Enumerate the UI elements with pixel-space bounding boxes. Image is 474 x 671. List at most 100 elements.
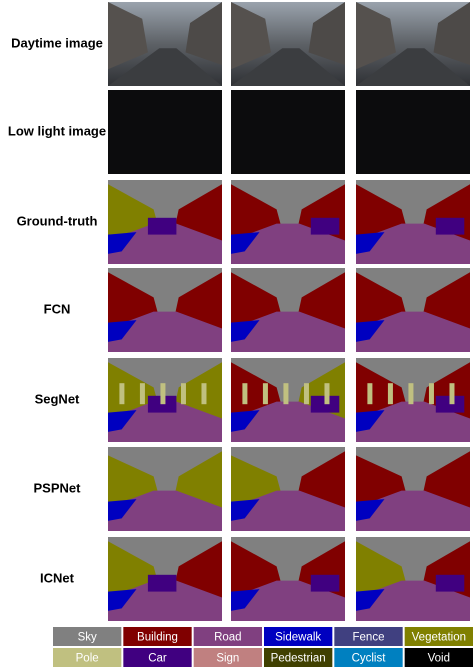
seg-car xyxy=(147,217,177,235)
seg-pole xyxy=(408,383,414,405)
seg-sidewalk xyxy=(108,410,137,432)
row-label: FCN xyxy=(44,301,71,316)
image-cell xyxy=(231,447,345,531)
legend-swatch xyxy=(52,626,123,647)
seg-pole xyxy=(242,383,248,405)
seg-road xyxy=(231,311,345,352)
legend-label: Car xyxy=(148,653,167,665)
photo-building xyxy=(433,2,470,65)
image-cell xyxy=(231,537,345,621)
photo-building xyxy=(185,2,222,65)
legend-swatch xyxy=(122,626,193,647)
legend-label: Sign xyxy=(216,653,239,665)
seg-pole xyxy=(262,383,268,405)
seg-sidewalk xyxy=(108,589,137,611)
seg-car xyxy=(147,574,177,592)
photo-building xyxy=(356,2,396,70)
seg-sidewalk xyxy=(231,320,260,342)
row-label: ICNet xyxy=(40,570,75,585)
seg-car xyxy=(435,395,465,413)
image-cell xyxy=(108,447,222,531)
seg-car xyxy=(310,395,340,413)
legend-swatch xyxy=(263,647,334,668)
seg-road xyxy=(356,311,470,352)
seg-pole xyxy=(428,383,434,405)
legend-swatch xyxy=(192,647,264,668)
image-cell xyxy=(356,268,470,352)
row-label: PSPNet xyxy=(34,480,82,495)
photo-dark xyxy=(231,90,345,174)
seg-road xyxy=(108,490,222,531)
photo-road xyxy=(231,48,345,86)
photo-dark xyxy=(356,90,470,174)
image-cell xyxy=(108,537,222,621)
seg-pole xyxy=(324,383,330,405)
photo-building xyxy=(108,2,148,70)
row-label: Ground-truth xyxy=(17,213,98,228)
seg-car xyxy=(147,395,177,413)
image-cell xyxy=(231,268,345,352)
seg-road xyxy=(108,580,222,621)
image-cell xyxy=(231,180,345,264)
seg-sidewalk xyxy=(356,499,385,521)
seg-pole xyxy=(160,383,166,405)
legend-label: Fence xyxy=(353,632,385,644)
seg-sidewalk xyxy=(108,499,137,521)
seg-pole xyxy=(387,383,393,405)
seg-car xyxy=(435,574,465,592)
seg-sidewalk xyxy=(356,320,385,342)
legend-swatch xyxy=(333,626,404,647)
seg-sidewalk xyxy=(356,410,385,432)
seg-road xyxy=(356,490,470,531)
image-cell xyxy=(356,90,470,174)
seg-sidewalk xyxy=(231,232,260,254)
seg-road xyxy=(108,311,222,352)
seg-sidewalk xyxy=(231,589,260,611)
legend-swatch xyxy=(192,626,264,647)
legend-label: Pedestrian xyxy=(271,653,326,665)
image-cell xyxy=(356,358,470,442)
image-cell xyxy=(356,2,470,86)
image-cell xyxy=(231,90,345,174)
legend-label: Road xyxy=(214,632,242,644)
image-cell xyxy=(356,447,470,531)
seg-sidewalk xyxy=(231,499,260,521)
seg-car xyxy=(310,217,340,235)
legend-label: Pole xyxy=(76,653,99,665)
seg-pole xyxy=(367,383,373,405)
image-cell xyxy=(231,2,345,86)
seg-pole xyxy=(139,383,145,405)
seg-pole xyxy=(201,383,207,405)
photo-road xyxy=(356,48,470,86)
image-cell xyxy=(356,537,470,621)
seg-sidewalk xyxy=(108,232,137,254)
legend-label: Cyclist xyxy=(352,653,387,665)
legend-swatch xyxy=(333,647,404,668)
seg-pole xyxy=(180,383,186,405)
seg-pole xyxy=(119,383,125,405)
seg-car xyxy=(435,217,465,235)
legend-label: Sky xyxy=(78,632,97,644)
legend-swatch xyxy=(52,647,123,668)
row-label: Daytime image xyxy=(11,35,103,50)
seg-road xyxy=(231,490,345,531)
seg-road xyxy=(108,223,222,264)
seg-pole xyxy=(283,383,289,405)
legend-label: Sidewalk xyxy=(275,632,321,644)
seg-pole xyxy=(449,383,455,405)
legend-swatch xyxy=(122,647,193,668)
image-cell xyxy=(231,358,345,442)
legend-label: Vegetation xyxy=(412,632,466,644)
row-label: SegNet xyxy=(35,391,80,406)
row-label: Low light image xyxy=(8,123,106,138)
legend-label: Void xyxy=(428,653,450,665)
image-cell xyxy=(108,358,222,442)
seg-sidewalk xyxy=(356,589,385,611)
image-cell xyxy=(108,2,222,86)
seg-sidewalk xyxy=(108,320,137,342)
image-cell xyxy=(108,180,222,264)
photo-building xyxy=(231,2,271,70)
legend-swatch xyxy=(263,626,334,647)
seg-road xyxy=(108,401,222,442)
